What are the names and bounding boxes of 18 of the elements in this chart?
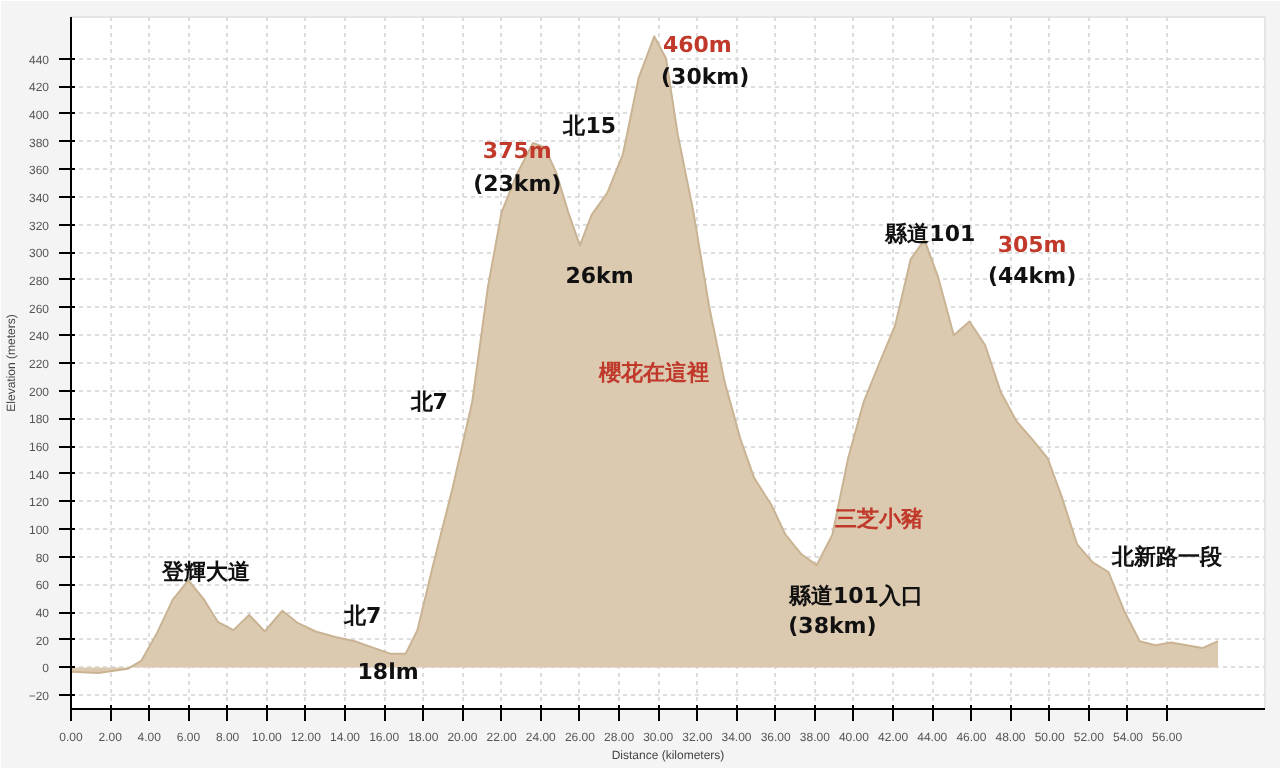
- annotation: 登輝大道: [160, 558, 253, 585]
- annotation: 北7: [408, 388, 448, 415]
- annotation: 三芝小豬: [835, 506, 924, 533]
- annotation: 北新路一段: [1110, 543, 1225, 570]
- annotation: 18lm: [357, 658, 419, 685]
- annotation: 縣道101: [883, 221, 976, 248]
- annotation: 北7: [342, 603, 382, 630]
- annotation: 375m: [482, 138, 552, 165]
- annotation: (38km): [788, 612, 877, 639]
- annotation: (30km): [661, 63, 750, 90]
- annotation: 北15: [561, 113, 617, 140]
- annotation: 26km: [565, 262, 634, 289]
- annotation: 縣道101入口: [786, 582, 923, 609]
- annotation: (23km): [473, 171, 562, 198]
- annotation: 櫻花在這裡: [597, 359, 710, 386]
- annotation: (44km): [987, 262, 1077, 289]
- annotation: 305m: [997, 232, 1067, 259]
- annotation: 460m: [662, 31, 732, 58]
